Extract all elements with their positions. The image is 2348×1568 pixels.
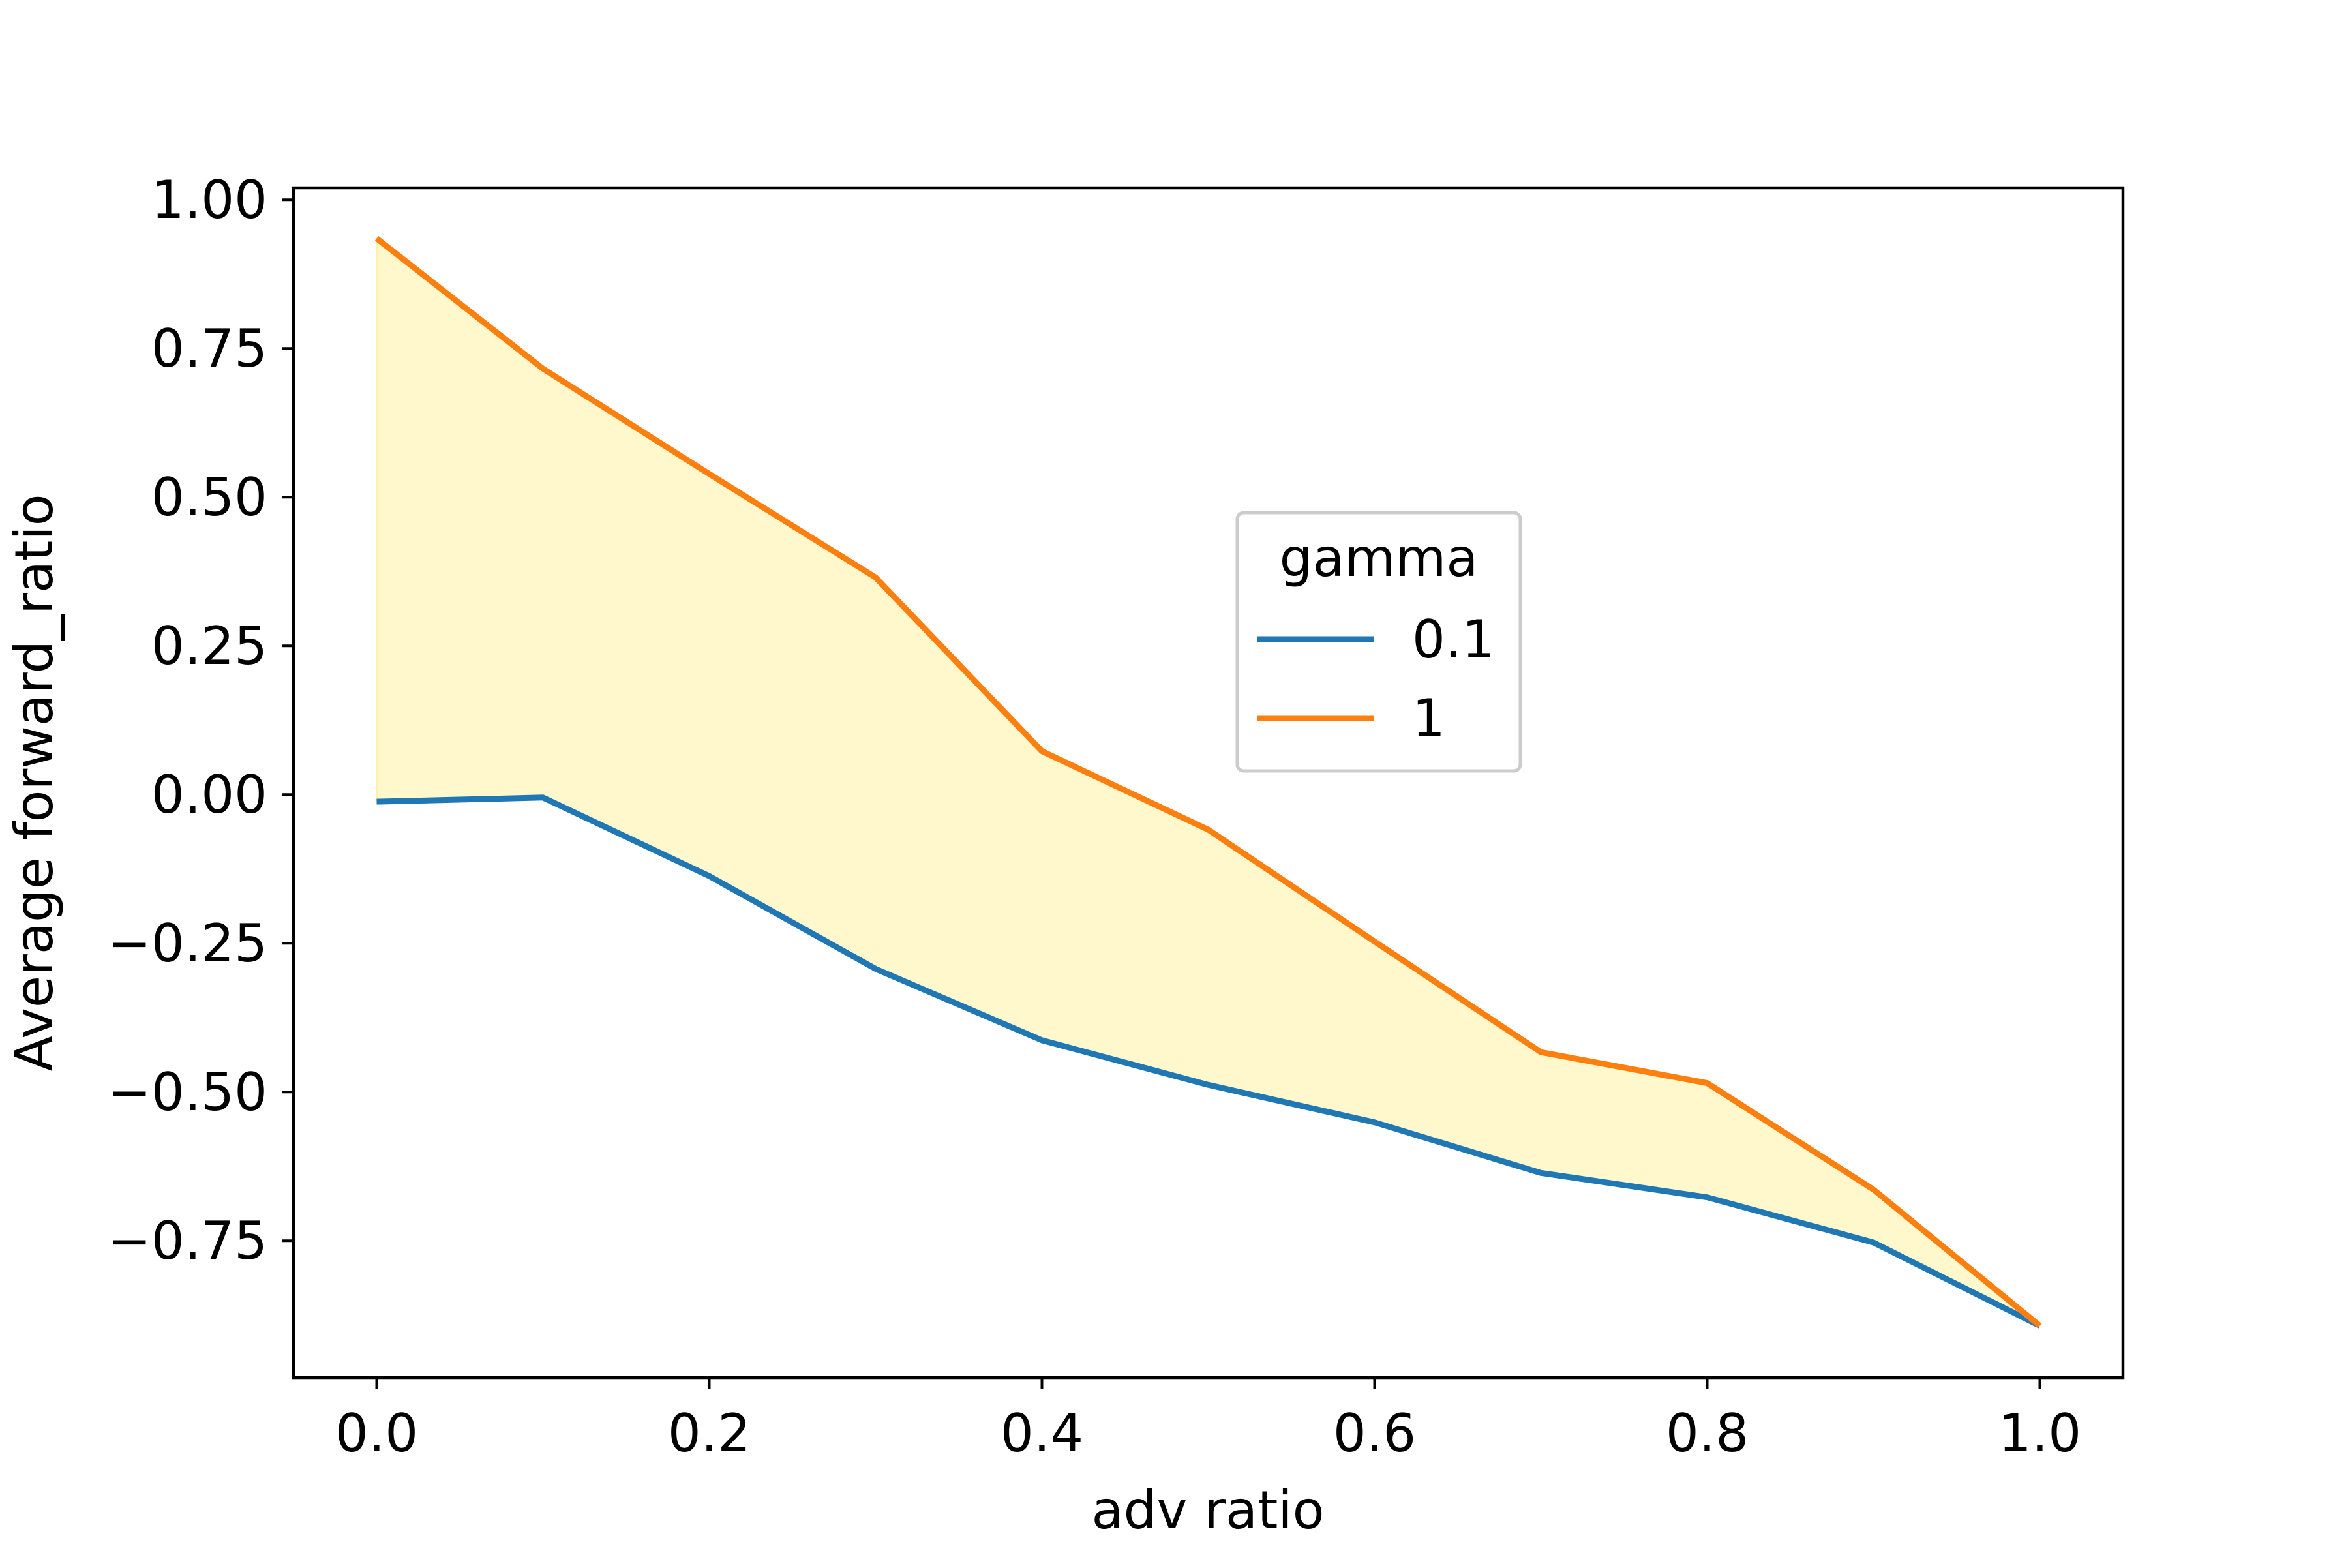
data-point [2037, 1323, 2043, 1329]
data-point [873, 965, 879, 972]
data-point [1372, 1119, 1378, 1126]
legend-box [1235, 511, 1522, 773]
plot-frame [292, 186, 2125, 1380]
series-2 [374, 235, 2043, 1329]
data-point [1372, 939, 1378, 945]
data-point [1205, 1081, 1212, 1088]
x-tick-label: 0.8 [1666, 1403, 1749, 1464]
y-tick-label: 1.00 [151, 170, 267, 230]
legend-entry: 0.1 [1257, 609, 1495, 670]
legend-entries: 0.11 [1257, 609, 1495, 749]
x-tick-label: 0.0 [335, 1403, 418, 1464]
legend-label: 1 [1412, 688, 1445, 749]
data-point [1871, 1186, 1877, 1193]
data-point [1039, 748, 1046, 755]
legend-entry: 1 [1257, 688, 1445, 749]
y-tick-label: −0.75 [108, 1211, 267, 1271]
data-point [1704, 1080, 1711, 1087]
series-1 [374, 794, 2041, 1329]
data-point [1538, 1049, 1544, 1055]
y-tick-label: 0.50 [151, 467, 267, 528]
y-tick-label: −0.25 [108, 913, 267, 974]
y-axis-ticks: 1.00 0.75 0.50 0.25 0.00 −0.25 −0.50 −0.75 [108, 170, 294, 1271]
x-tick-label: 0.2 [668, 1403, 751, 1464]
data-point [1538, 1169, 1544, 1176]
x-axis-label: adv ratio [1091, 1480, 1324, 1541]
series-layer [374, 235, 2043, 1329]
data-point [706, 873, 713, 879]
series-line-2 [374, 235, 2042, 1329]
legend: gamma 0.11 [1235, 511, 1522, 773]
y-axis-label: Average forward_ratio [4, 494, 65, 1071]
x-tick-label: 0.4 [1001, 1403, 1083, 1464]
y-tick-label: 0.00 [151, 764, 267, 825]
data-point [540, 794, 547, 801]
data-point [1205, 826, 1212, 833]
y-tick-label: 0.75 [151, 318, 267, 379]
data-point [873, 574, 879, 580]
data-point [374, 798, 380, 805]
legend-label: 0.1 [1412, 609, 1495, 670]
x-axis-ticks: 0.0 0.2 0.4 0.6 0.8 1.0 [335, 1378, 2081, 1464]
data-point [540, 365, 547, 372]
data-point [1704, 1194, 1711, 1201]
data-point [1039, 1037, 1046, 1044]
y-tick-label: −0.50 [108, 1062, 267, 1123]
x-tick-label: 0.6 [1333, 1403, 1416, 1464]
data-point [374, 235, 380, 242]
legend-title: gamma [1280, 528, 1479, 588]
data-point [706, 471, 713, 477]
y-tick-label: 0.25 [151, 616, 267, 676]
series-line-1 [376, 794, 2041, 1329]
x-tick-label: 1.0 [1998, 1403, 2081, 1464]
data-point [1871, 1239, 1877, 1246]
